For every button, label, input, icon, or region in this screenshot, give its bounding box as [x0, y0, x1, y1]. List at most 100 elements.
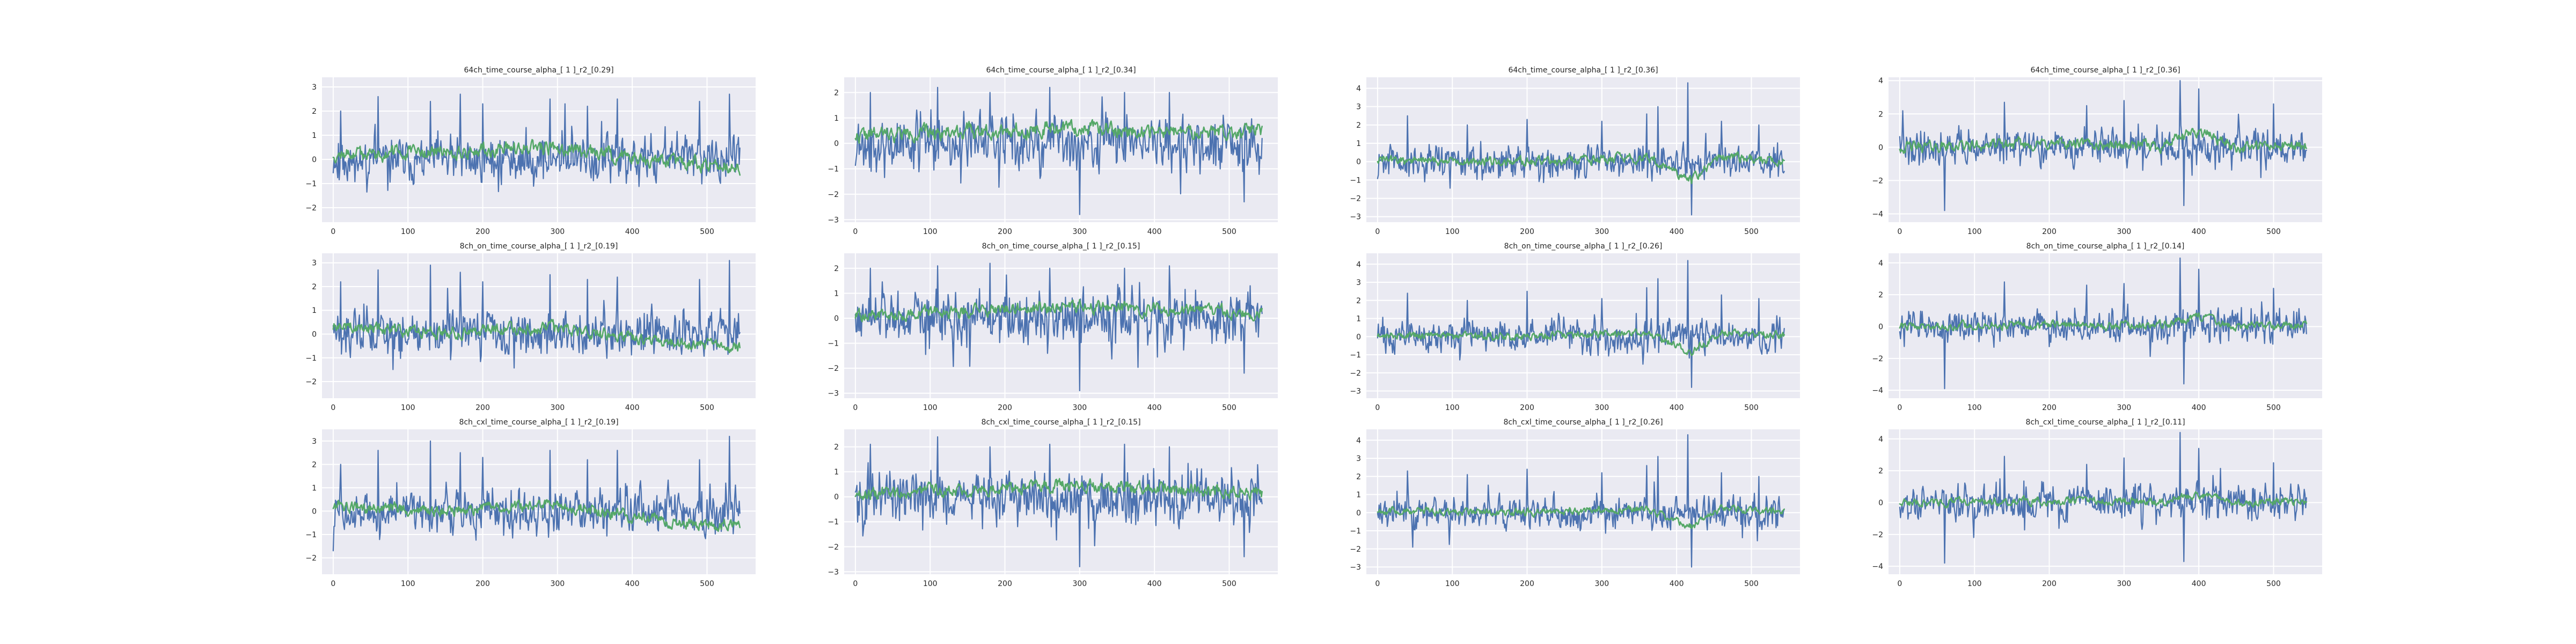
y-tick-label: 0 [834, 314, 839, 323]
y-tick-label: −4 [1872, 386, 1883, 395]
x-tick-label: 300 [2117, 404, 2131, 412]
y-tick-label: 1 [312, 131, 317, 140]
chart-title: 8ch_cxl_time_course_alpha_[ 1 ]_r2_[0.11… [2025, 418, 2185, 427]
y-tick-label: 0 [1356, 158, 1361, 166]
series-1-line [332, 436, 741, 552]
y-tick-label: 2 [1356, 121, 1361, 130]
x-tick-label: 200 [998, 580, 1012, 588]
y-tick-label: 3 [312, 437, 317, 446]
x-tick-label: 0 [1375, 228, 1380, 236]
x-tick-label: 0 [1897, 404, 1902, 412]
series-2-line [1377, 151, 1785, 185]
y-tick-label: −1 [828, 165, 839, 174]
x-tick-label: 500 [2266, 580, 2281, 588]
y-tick-label: 0 [1878, 499, 1883, 507]
chart-panel: 0 100 200 300 400 500 −3 −2 −1 0 1 2 3 4 8ch_on_time_c… [1350, 242, 1800, 412]
chart-panel: 0 100 200 300 400 500 −3 −2 −1 0 1 2 64ch_time_cours… [828, 66, 1278, 236]
chart-panel: 0 100 200 300 400 500 −3 −2 −1 0 1 2 3 4 64ch_time_cou… [1350, 66, 1800, 236]
x-tick-label: 100 [1967, 404, 1982, 412]
series-2-line [1377, 328, 1785, 356]
y-tick-label: −2 [1350, 195, 1361, 203]
plot-background [1366, 253, 1800, 398]
x-tick-label: 200 [475, 228, 490, 236]
x-tick-label: 500 [1744, 580, 1759, 588]
series-2-line [1899, 491, 2307, 509]
x-tick-label: 0 [1897, 580, 1902, 588]
y-tick-label: 4 [1356, 260, 1361, 269]
chart-panel: 0 100 200 300 400 500 −3 −2 −1 0 1 2 8ch_on_time_cou… [828, 242, 1278, 412]
x-tick-label: 200 [2042, 404, 2057, 412]
y-tick-label: 1 [1356, 140, 1361, 148]
y-tick-label: −1 [1350, 527, 1361, 536]
y-tick-label: 0 [312, 156, 317, 164]
chart-panel: 0 100 200 300 400 500 −2 −1 0 1 2 3 8ch_on_time_cour… [305, 242, 756, 412]
series-2-line [854, 478, 1263, 501]
x-tick-label: 200 [1520, 580, 1534, 588]
y-tick-label: 2 [1356, 297, 1361, 305]
series-2-line [332, 138, 741, 176]
x-tick-label: 100 [401, 404, 415, 412]
x-tick-label: 0 [1375, 580, 1380, 588]
x-tick-label: 0 [331, 404, 335, 412]
x-tick-label: 100 [1967, 580, 1982, 588]
series-2-line [1377, 504, 1785, 530]
y-tick-label: 3 [1356, 455, 1361, 463]
y-tick-label: −2 [828, 364, 839, 373]
series-2-line [854, 119, 1263, 144]
x-tick-label: 400 [2192, 404, 2206, 412]
series-1-line [854, 262, 1263, 392]
x-tick-label: 400 [1670, 404, 1684, 412]
y-tick-label: 4 [1878, 77, 1883, 85]
x-tick-label: 100 [1445, 580, 1460, 588]
chart-title: 8ch_on_time_course_alpha_[ 1 ]_r2_[0.26] [1504, 242, 1663, 251]
y-tick-label: −3 [828, 568, 839, 576]
y-tick-label: 2 [1878, 110, 1883, 119]
y-tick-label: 2 [834, 443, 839, 452]
x-tick-label: 300 [1072, 228, 1087, 236]
y-tick-label: 1 [834, 289, 839, 298]
y-tick-label: 3 [1356, 103, 1361, 112]
y-tick-label: −4 [1872, 210, 1883, 218]
y-tick-label: −2 [305, 204, 317, 213]
x-tick-label: 400 [1147, 580, 1162, 588]
plot-background [1366, 77, 1800, 222]
chart-title: 8ch_cxl_time_course_alpha_[ 1 ]_r2_[0.19… [459, 418, 618, 427]
x-tick-label: 0 [331, 580, 335, 588]
y-tick-label: 0 [1878, 323, 1883, 331]
x-tick-label: 400 [625, 228, 640, 236]
x-tick-label: 400 [1147, 228, 1162, 236]
chart-title: 8ch_on_time_course_alpha_[ 1 ]_r2_[0.15] [982, 242, 1140, 251]
x-tick-label: 300 [550, 580, 565, 588]
chart-title: 64ch_time_course_alpha_[ 1 ]_r2_[0.36] [1508, 66, 1658, 75]
x-tick-label: 200 [2042, 228, 2057, 236]
y-tick-label: 0 [1356, 333, 1361, 341]
y-tick-label: −4 [1872, 562, 1883, 571]
y-tick-label: 4 [1878, 259, 1883, 268]
series-2-line [1899, 312, 2307, 332]
y-tick-label: 2 [312, 107, 317, 116]
y-tick-label: 3 [312, 259, 317, 268]
x-tick-label: 300 [1072, 404, 1087, 412]
x-tick-label: 200 [475, 580, 490, 588]
chart-title: 64ch_time_course_alpha_[ 1 ]_r2_[0.36] [2030, 66, 2180, 75]
y-tick-label: −3 [828, 390, 839, 398]
x-tick-label: 500 [700, 228, 714, 236]
y-tick-label: 2 [834, 265, 839, 273]
y-tick-label: 1 [312, 484, 317, 493]
x-tick-label: 200 [475, 404, 490, 412]
y-tick-label: 0 [312, 330, 317, 339]
x-tick-label: 300 [2117, 228, 2131, 236]
y-tick-label: −3 [828, 216, 839, 224]
x-tick-label: 500 [1744, 228, 1759, 236]
chart-panel: 0 100 200 300 400 500 −3 −2 −1 0 1 2 8ch_cxl_time_co… [828, 418, 1278, 588]
y-tick-label: −3 [1350, 564, 1361, 572]
plot-background [1366, 429, 1800, 574]
y-tick-label: 4 [1356, 85, 1361, 93]
y-tick-label: 0 [834, 493, 839, 502]
chart-title: 64ch_time_course_alpha_[ 1 ]_r2_[0.29] [464, 66, 613, 75]
y-tick-label: 0 [312, 507, 317, 516]
chart-title: 8ch_cxl_time_course_alpha_[ 1 ]_r2_[0.15… [981, 418, 1140, 427]
x-tick-label: 400 [1670, 580, 1684, 588]
series-1-line [854, 436, 1263, 568]
x-tick-label: 100 [923, 404, 938, 412]
